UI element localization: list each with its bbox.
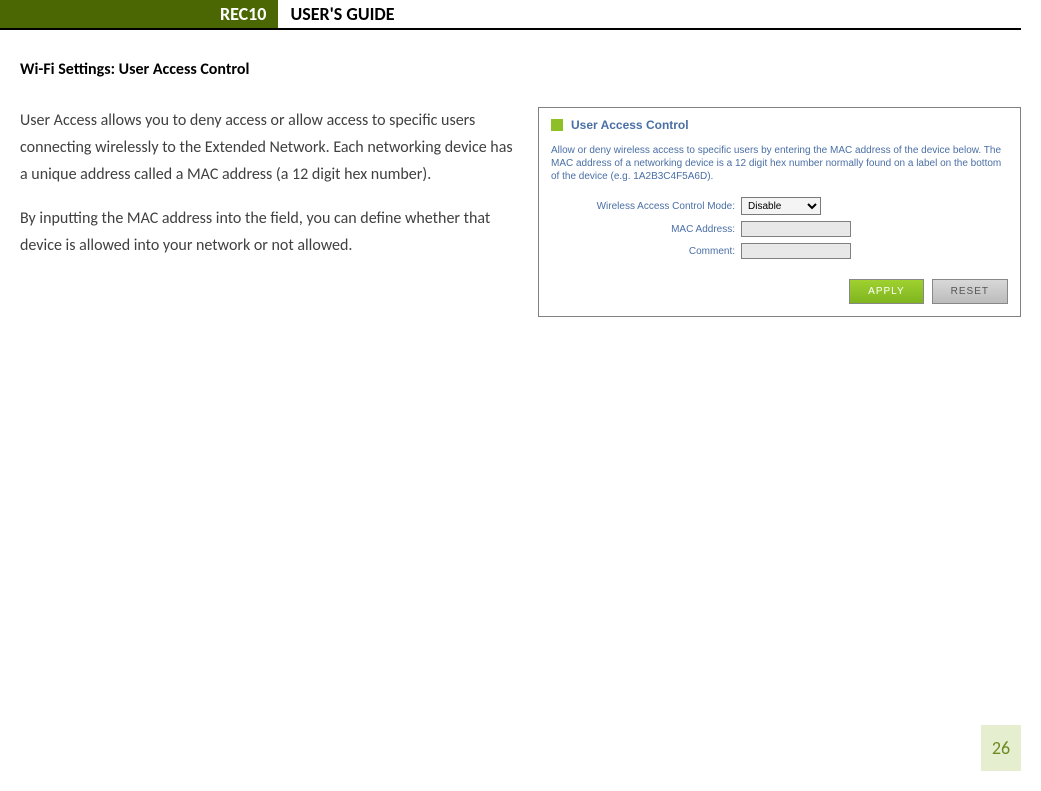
header-title: USER'S GUIDE [278,0,406,28]
panel-description: Allow or deny wireless access to specifi… [551,144,1008,183]
section-heading: Wi-Fi Settings: User Access Control [20,60,1021,79]
comment-input[interactable] [741,243,851,259]
form-row-mode: Wireless Access Control Mode: Disable [551,197,1008,215]
body-row: User Access allows you to deny access or… [20,107,1021,317]
header-bar: REC10 USER'S GUIDE [0,0,1021,30]
button-row: APPLY RESET [551,279,1008,304]
mode-select[interactable]: Disable [741,197,821,215]
mac-label: MAC Address: [551,224,741,235]
panel-title-row: User Access Control [551,118,1008,132]
reset-button[interactable]: RESET [932,279,1008,304]
panel-title: User Access Control [571,118,689,132]
paragraph-1: User Access allows you to deny access or… [20,107,520,189]
mode-label: Wireless Access Control Mode: [551,201,741,212]
apply-button[interactable]: APPLY [849,279,924,304]
form-rows: Wireless Access Control Mode: Disable MA… [551,197,1008,259]
content-area: Wi-Fi Settings: User Access Control User… [0,30,1041,317]
accent-square-icon [551,119,563,131]
body-text: User Access allows you to deny access or… [20,107,520,317]
paragraph-2: By inputting the MAC address into the fi… [20,205,520,259]
user-access-panel: User Access Control Allow or deny wirele… [538,107,1021,317]
header-left-pad [0,0,20,28]
mac-input[interactable] [741,221,851,237]
form-row-comment: Comment: [551,243,1008,259]
form-row-mac: MAC Address: [551,221,1008,237]
comment-label: Comment: [551,246,741,257]
page-number: 26 [981,725,1021,771]
header-badge: REC10 [20,0,278,28]
